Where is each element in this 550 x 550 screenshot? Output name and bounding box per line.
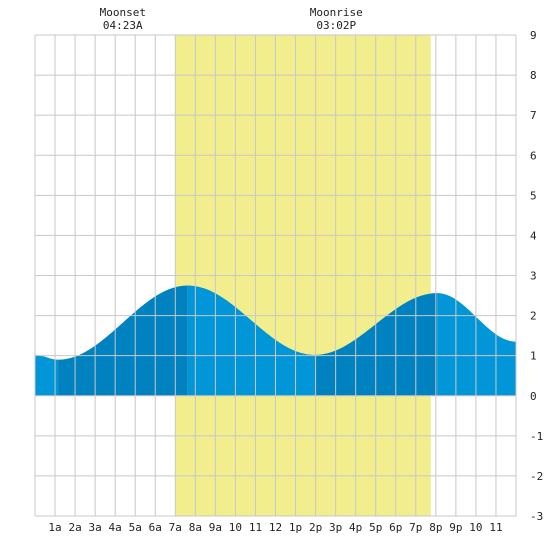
y-tick-label: 4: [530, 229, 537, 242]
x-tick-label: 2a: [68, 521, 81, 534]
moon-event-label: Moonset: [100, 6, 146, 19]
y-tick-label: 3: [530, 270, 537, 283]
x-tick-label: 5a: [129, 521, 142, 534]
x-tick-label: 8p: [429, 521, 442, 534]
tide-segment-falling: [187, 285, 315, 396]
y-tick-label: 1: [530, 350, 537, 363]
moon-event-label: Moonrise: [310, 6, 363, 19]
x-tick-label: 11: [489, 521, 502, 534]
x-tick-label: 6a: [149, 521, 162, 534]
y-tick-label: 8: [530, 69, 537, 82]
x-tick-label: 1p: [289, 521, 302, 534]
x-tick-label: 7p: [409, 521, 422, 534]
x-tick-label: 3a: [89, 521, 102, 534]
x-tick-label: 7a: [169, 521, 182, 534]
x-tick-label: 2p: [309, 521, 322, 534]
y-tick-label: 7: [530, 109, 537, 122]
x-tick-label: 12: [269, 521, 282, 534]
x-tick-label: 11: [249, 521, 262, 534]
x-tick-label: 6p: [389, 521, 402, 534]
moon-event-time: 03:02P: [316, 19, 356, 32]
y-tick-label: 0: [530, 390, 537, 403]
y-tick-label: -3: [530, 510, 543, 523]
x-tick-label: 8a: [189, 521, 202, 534]
y-tick-label: 6: [530, 149, 537, 162]
y-tick-label: 5: [530, 189, 537, 202]
y-tick-label: -2: [530, 470, 543, 483]
x-tick-label: 9a: [209, 521, 222, 534]
y-tick-label: 2: [530, 310, 537, 323]
x-tick-label: 10: [229, 521, 242, 534]
x-tick-label: 1a: [48, 521, 61, 534]
x-tick-label: 4p: [349, 521, 362, 534]
x-tick-label: 9p: [449, 521, 462, 534]
x-tick-label: 4a: [109, 521, 122, 534]
moon-event-time: 04:23A: [103, 19, 143, 32]
x-tick-label: 10: [469, 521, 482, 534]
x-tick-label: 5p: [369, 521, 382, 534]
y-tick-label: 9: [530, 29, 537, 42]
x-tick-label: 3p: [329, 521, 342, 534]
y-tick-label: -1: [530, 430, 543, 443]
tide-segment-falling: [35, 354, 59, 396]
